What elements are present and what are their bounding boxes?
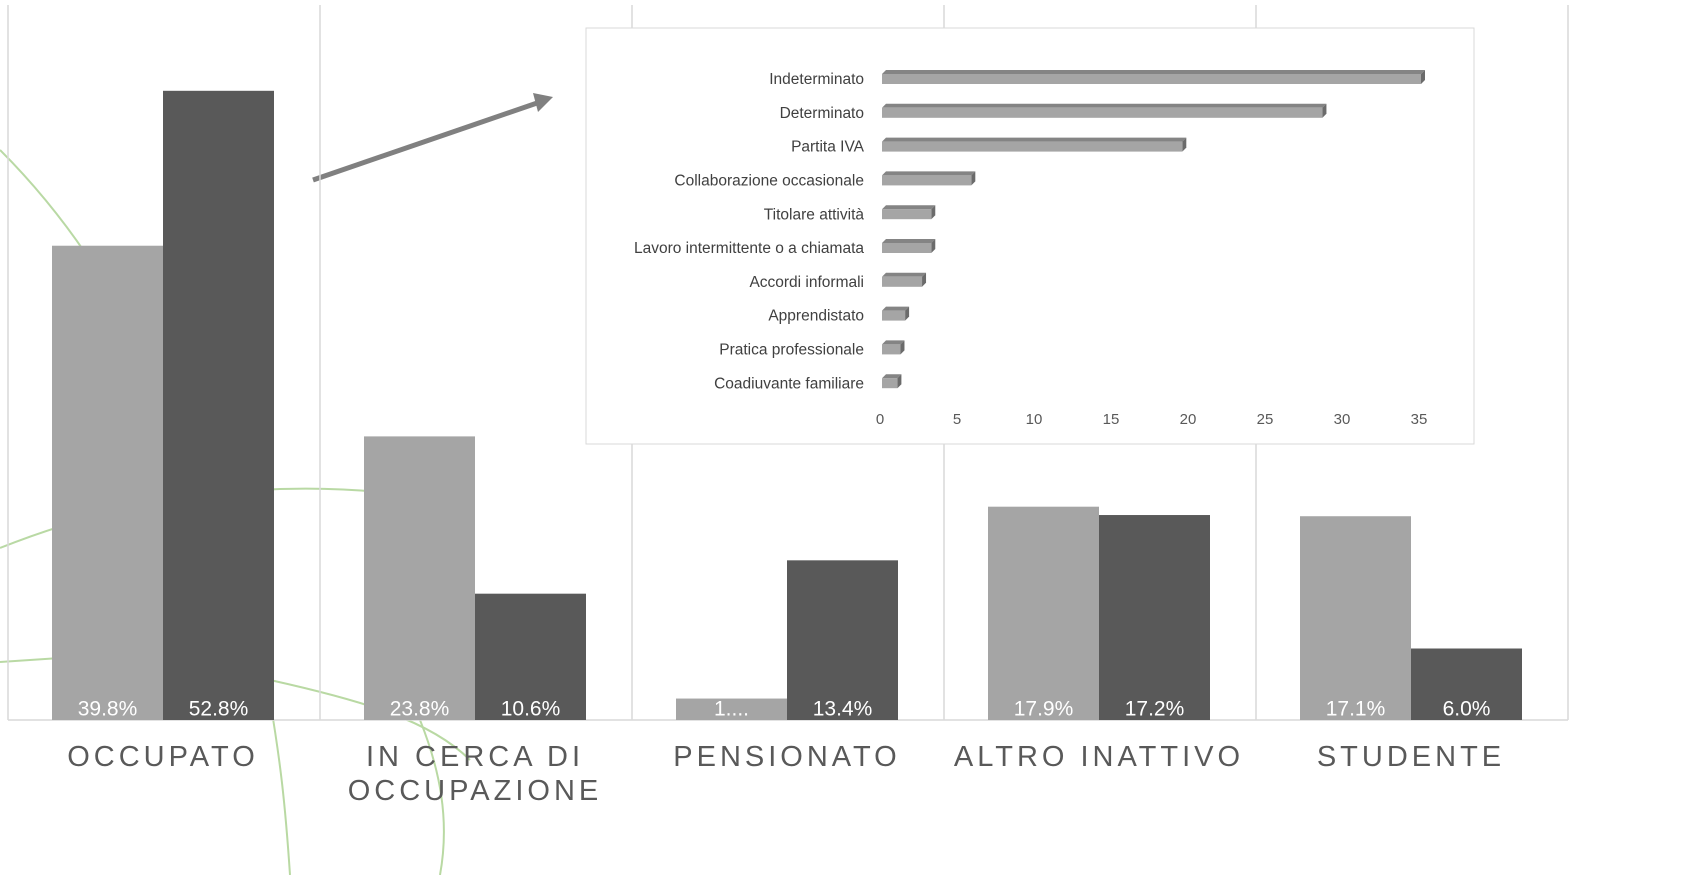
bar-top [882, 374, 902, 379]
bar [163, 90, 274, 721]
data-label: 17.2% [1125, 698, 1185, 721]
data-label: 17.1% [1326, 698, 1386, 721]
y-tick-label: Titolare attività [764, 206, 865, 223]
bar-side [1322, 103, 1327, 118]
inset-frame [585, 27, 1475, 445]
bar [1099, 515, 1210, 720]
bar-side [1182, 137, 1187, 152]
y-tick-label: Determinato [780, 105, 864, 122]
x-tick-label: 25 [1257, 411, 1274, 428]
bar [52, 245, 163, 720]
y-tick-label: Pratica professionale [719, 341, 864, 358]
bar-side [897, 374, 902, 389]
bar-front [882, 310, 906, 321]
category-label: IN CERCA DI OCCUPAZIONE [347, 741, 603, 807]
bar-front [882, 276, 923, 287]
data-label: 6.0% [1443, 698, 1491, 721]
bar-top [882, 272, 927, 277]
data-label: 23.8% [390, 698, 450, 721]
bar [1300, 516, 1411, 720]
category-label: STUDENTE [1316, 741, 1506, 773]
bar-front [882, 378, 898, 389]
bar-front [882, 107, 1323, 118]
bar-top [882, 137, 1187, 142]
bar [882, 103, 1327, 118]
data-label: 10.6% [501, 698, 561, 721]
bar-side [900, 340, 905, 355]
bar-front [882, 74, 1421, 84]
data-label: 13.4% [813, 698, 873, 721]
bar [882, 205, 936, 220]
bar [882, 340, 905, 355]
bar [882, 239, 936, 253]
data-label: 1.... [714, 698, 749, 721]
data-label: 17.9% [1014, 698, 1074, 721]
bar-side [931, 205, 936, 220]
bar-side [905, 306, 910, 321]
bar-top [882, 205, 936, 210]
arrow [312, 93, 553, 183]
data-label: 39.8% [78, 698, 138, 721]
bar-side [1421, 70, 1425, 84]
y-tick-label: Lavoro intermittente o a chiamata [634, 240, 864, 257]
y-tick-label: Apprendistato [768, 308, 864, 325]
bar [882, 70, 1425, 84]
bar [988, 506, 1099, 720]
y-tick-label: Collaborazione occasionale [674, 172, 864, 189]
bar-side [922, 272, 927, 287]
x-tick-label: 5 [953, 411, 961, 428]
category-label: PENSIONATO [673, 741, 901, 773]
bar-top [882, 306, 910, 311]
bar [882, 137, 1187, 152]
y-tick-label: Coadiuvante familiare [714, 375, 864, 392]
arrow-head [533, 93, 553, 112]
bar-top [882, 103, 1327, 108]
x-tick-label: 30 [1334, 411, 1351, 428]
x-tick-label: 0 [876, 411, 884, 428]
bar [882, 374, 902, 389]
bar-top [882, 239, 936, 243]
bar-front [882, 141, 1183, 152]
bar-front [882, 209, 932, 220]
bar-side [971, 171, 976, 186]
bar [882, 171, 976, 186]
y-tick-label: Indeterminato [769, 71, 864, 88]
bar-top [882, 171, 976, 176]
x-tick-label: 35 [1411, 411, 1428, 428]
y-tick-label: Partita IVA [791, 139, 865, 156]
y-tick-label: Accordi informali [749, 274, 864, 291]
bar-top [882, 340, 905, 345]
x-tick-label: 10 [1026, 411, 1043, 428]
data-label: 52.8% [189, 698, 249, 721]
bar-side [931, 239, 936, 253]
bar [676, 698, 787, 720]
arrow-line [312, 99, 541, 183]
bar [364, 436, 475, 720]
bar [1411, 648, 1522, 720]
bar [882, 272, 927, 287]
x-tick-label: 20 [1180, 411, 1197, 428]
bar-front [882, 175, 972, 186]
bar [475, 593, 586, 720]
bar-top [882, 70, 1425, 74]
bar-front [882, 344, 901, 355]
x-tick-label: 15 [1103, 411, 1120, 428]
category-label: ALTRO INATTIVO [953, 741, 1245, 773]
category-label: OCCUPATO [67, 741, 259, 773]
bar-front [882, 243, 932, 253]
bar [787, 560, 898, 720]
bar [882, 306, 910, 321]
